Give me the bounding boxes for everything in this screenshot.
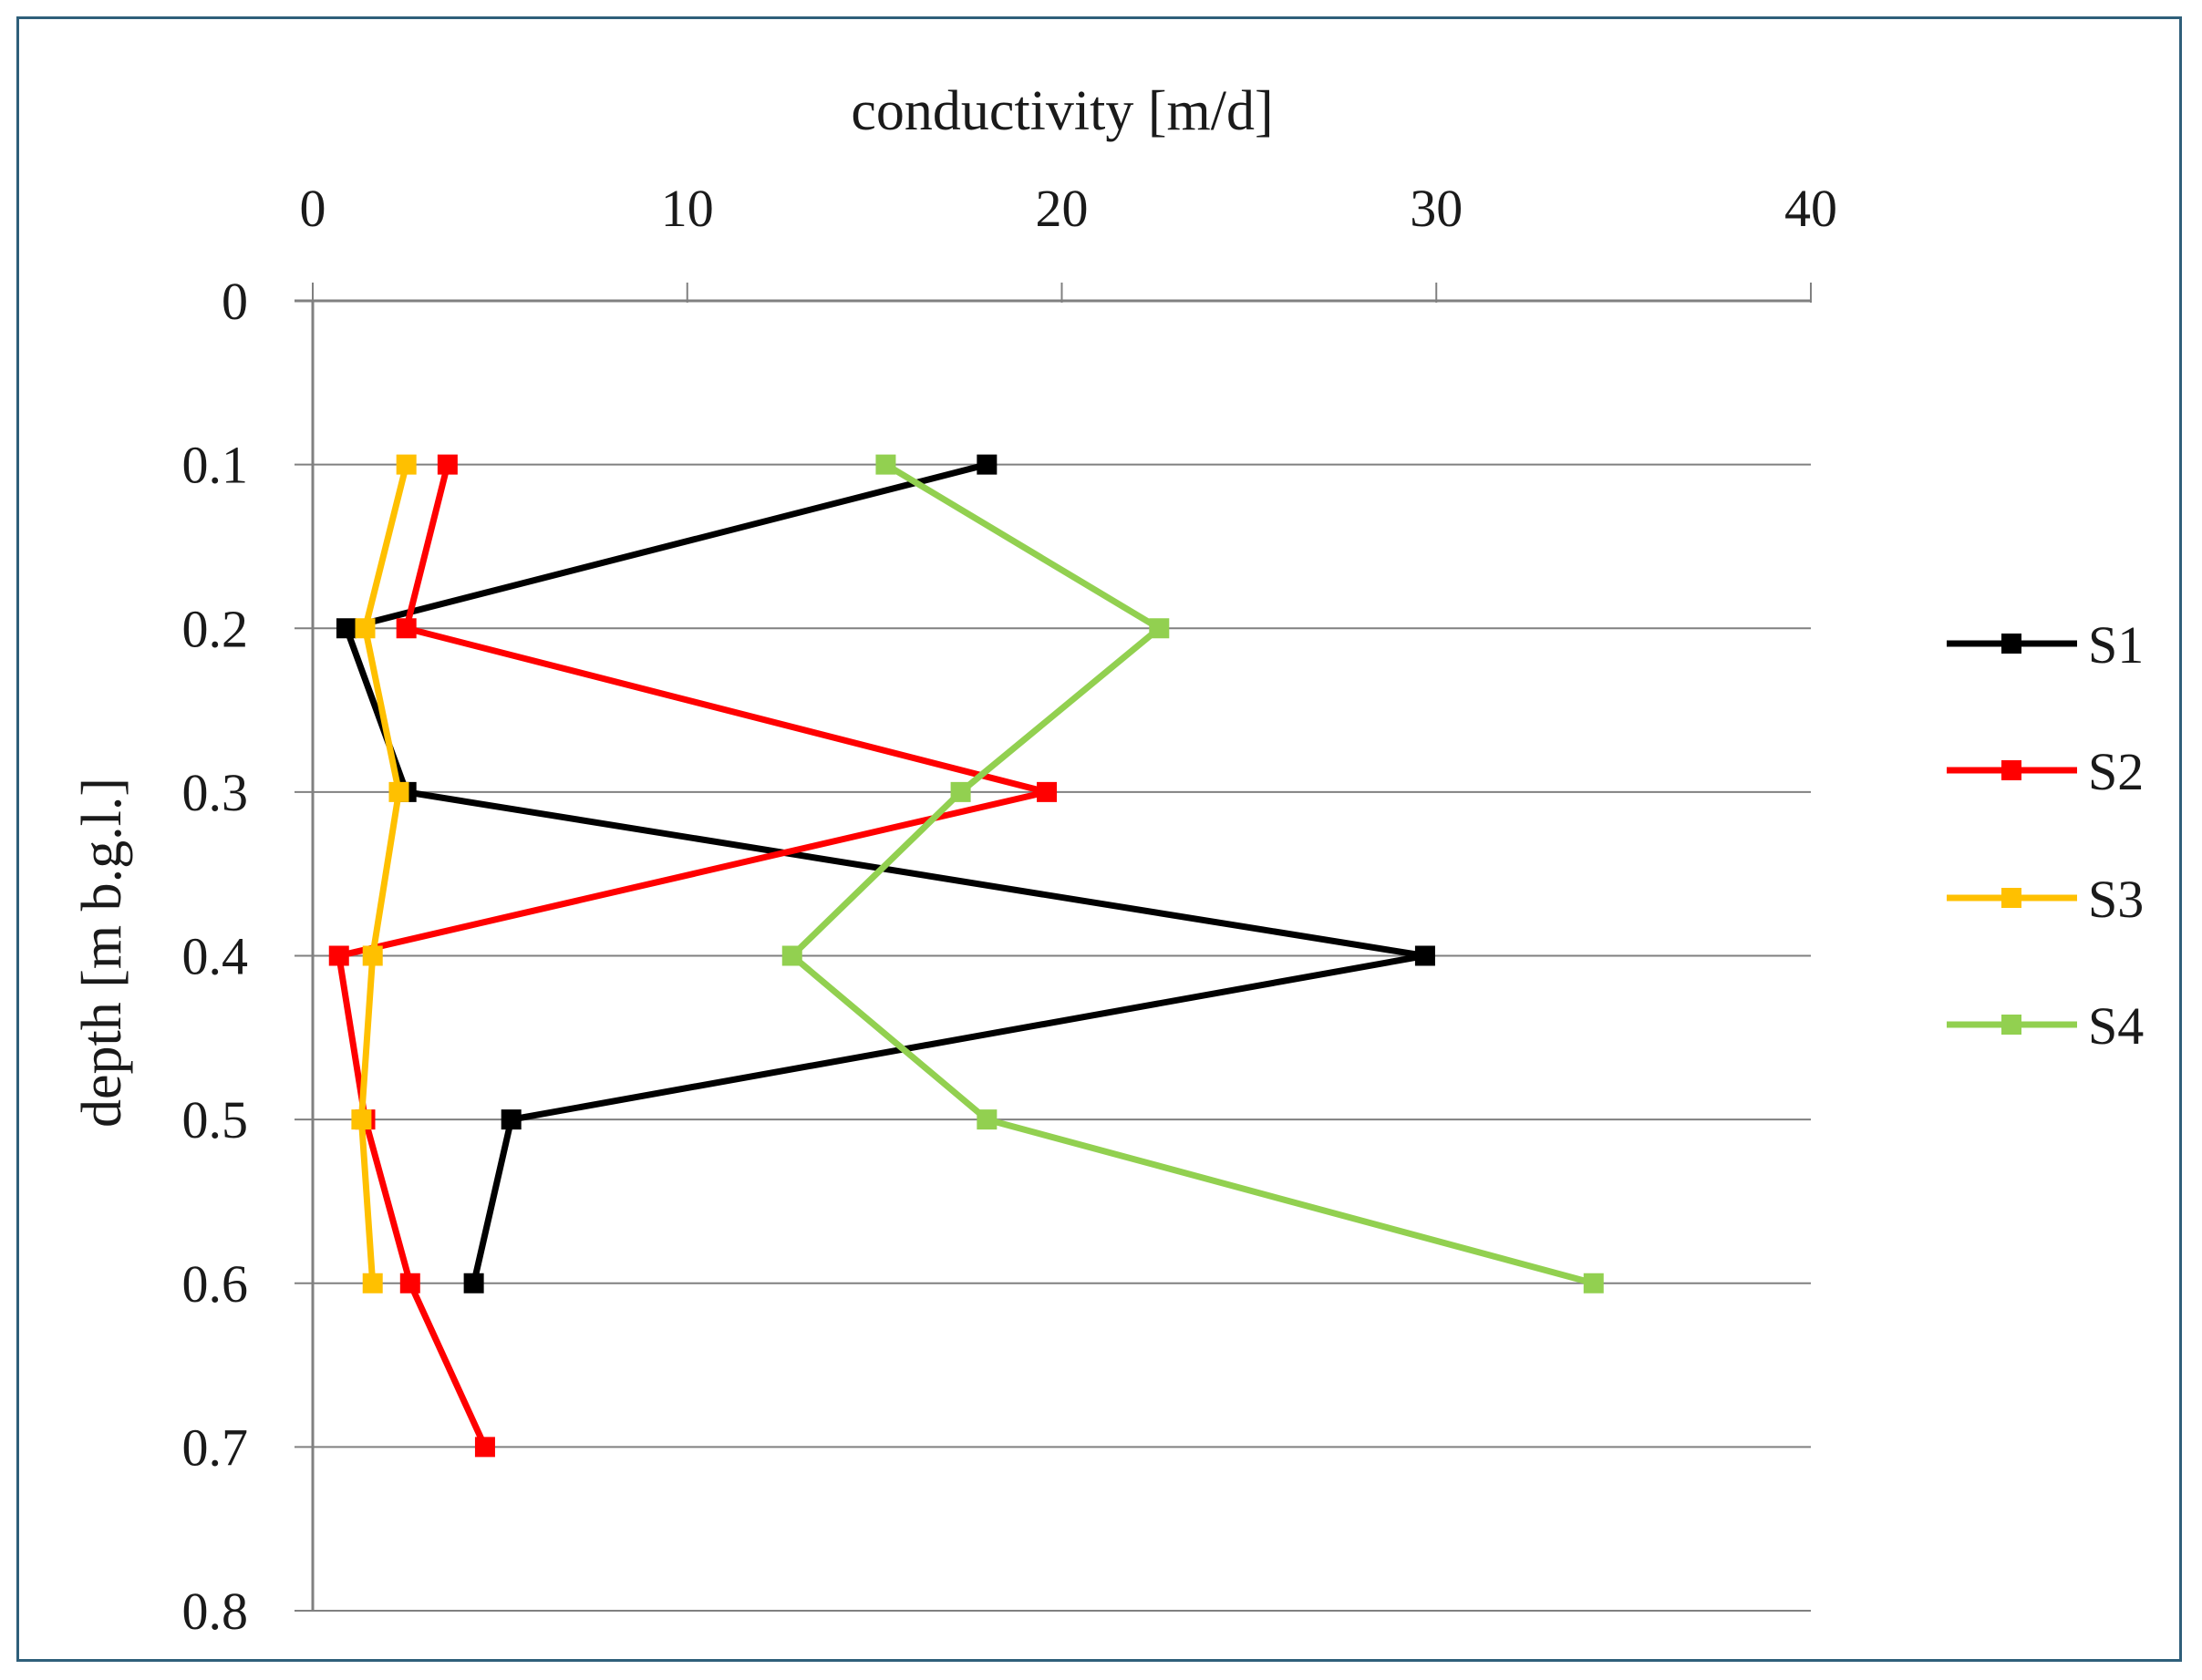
data-point-s2 <box>437 454 458 475</box>
legend-swatch-marker <box>2001 760 2021 780</box>
data-point-s2 <box>474 1437 495 1458</box>
series-layer <box>328 454 1604 1458</box>
legend-item-s4: S4 <box>1947 996 2144 1056</box>
legend-item-s1: S1 <box>1947 615 2144 675</box>
data-point-s4 <box>950 781 971 802</box>
data-point-s2 <box>328 945 349 966</box>
legend-item-s2: S2 <box>1947 742 2144 801</box>
data-point-s1 <box>501 1109 522 1130</box>
x-tick-label: 0 <box>300 179 326 238</box>
data-point-s2 <box>399 1273 420 1293</box>
data-point-s3 <box>355 618 376 639</box>
legend-item-s3: S3 <box>1947 870 2144 929</box>
data-point-s4 <box>781 945 802 966</box>
data-point-s1 <box>1414 945 1435 966</box>
x-axis-title: conductivity [m/d] <box>851 80 1273 142</box>
x-axis-ticks: 0 10 20 30 40 <box>300 179 1837 303</box>
y-tick-label: 0.1 <box>182 436 249 495</box>
y-tick-label: 0.4 <box>182 927 249 986</box>
y-tick-label: 0.6 <box>182 1254 249 1314</box>
legend-swatch-marker <box>2001 1015 2021 1035</box>
x-tick-label: 10 <box>661 179 714 238</box>
grid-lines <box>295 463 1811 1612</box>
series-s3 <box>351 454 417 1293</box>
legend-label: S2 <box>2088 742 2144 801</box>
y-axis-title: depth [m b.g.l.] <box>71 778 133 1128</box>
data-point-s4 <box>1583 1273 1604 1293</box>
legend-swatch-marker <box>2001 634 2021 654</box>
data-point-s4 <box>977 1109 998 1130</box>
data-point-s1 <box>336 618 357 639</box>
x-tick-label: 30 <box>1410 179 1463 238</box>
y-tick-label: 0.7 <box>182 1417 249 1477</box>
data-point-s4 <box>875 454 896 475</box>
y-tick-label: 0.8 <box>182 1582 249 1641</box>
data-point-s3 <box>351 1109 372 1130</box>
series-s4 <box>781 454 1604 1293</box>
legend-label: S1 <box>2088 615 2144 675</box>
legend-label: S3 <box>2088 870 2144 929</box>
y-axis-ticks: 0 0.1 0.2 0.3 0.4 0.5 0.6 0.7 0.8 <box>182 272 249 1641</box>
legend: S1 S2 S3 S4 <box>1947 615 2144 1056</box>
x-tick-label: 40 <box>1784 179 1837 238</box>
y-tick-label: 0.3 <box>182 763 249 822</box>
data-point-s1 <box>977 454 998 475</box>
data-point-s2 <box>396 618 417 639</box>
series-s1 <box>336 454 1435 1293</box>
data-point-s1 <box>463 1273 484 1293</box>
y-tick-label: 0 <box>222 272 248 331</box>
data-point-s3 <box>396 454 417 475</box>
series-line-s3 <box>357 463 410 1283</box>
series-line-s1 <box>343 461 1429 1284</box>
legend-label: S4 <box>2088 996 2144 1056</box>
legend-swatch-marker <box>2001 888 2021 908</box>
y-tick-label: 0.5 <box>182 1090 249 1149</box>
data-point-s3 <box>362 1273 383 1293</box>
data-point-s4 <box>1149 618 1170 639</box>
axes <box>295 299 1811 1611</box>
data-point-s3 <box>388 781 409 802</box>
chart-frame <box>16 16 2182 1662</box>
data-point-s2 <box>1037 781 1058 802</box>
y-tick-label: 0.2 <box>182 599 249 658</box>
series-line-s4 <box>789 461 1595 1287</box>
x-tick-label: 20 <box>1036 179 1089 238</box>
data-point-s3 <box>362 945 383 966</box>
